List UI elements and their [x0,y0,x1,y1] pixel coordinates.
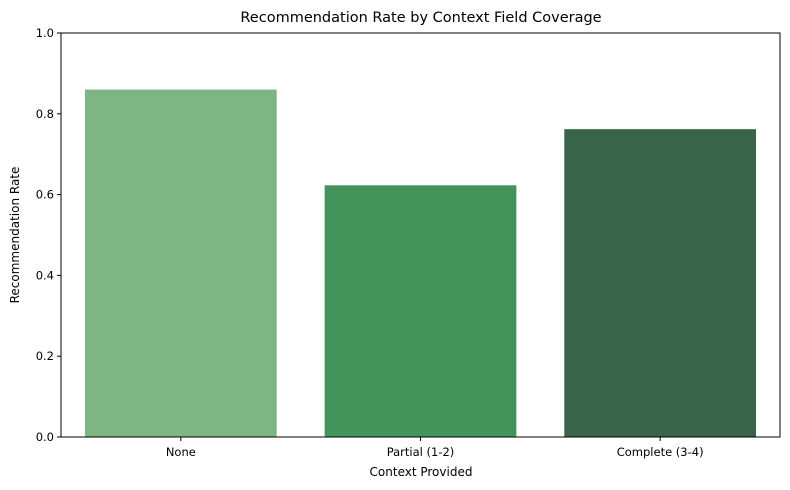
x-tick-label: Complete (3-4) [617,445,704,459]
y-tick-label: 0.4 [36,268,54,282]
x-tick-label: None [166,445,196,459]
x-axis-label: Context Provided [370,465,473,479]
bars-group [84,89,757,438]
bar-partial-1-2 [324,185,517,437]
y-tick-label: 1.0 [36,26,54,40]
plot-frame [60,32,781,438]
y-axis-label: Recommendation Rate [8,167,22,304]
bar-complete-3-4 [564,129,757,438]
y-axis-ticks: 0.0 0.2 0.4 0.6 0.8 1.0 [36,26,61,444]
y-tick-label: 0.0 [36,430,54,444]
x-tick-label: Partial (1-2) [387,445,455,459]
y-tick-label: 0.6 [36,188,54,202]
y-tick-label: 0.2 [36,349,54,363]
x-axis-ticks: None Partial (1-2) Complete (3-4) [166,437,704,459]
y-tick-label: 0.8 [36,107,54,121]
bar-none [84,89,277,437]
chart-title: Recommendation Rate by Context Field Cov… [240,10,601,26]
